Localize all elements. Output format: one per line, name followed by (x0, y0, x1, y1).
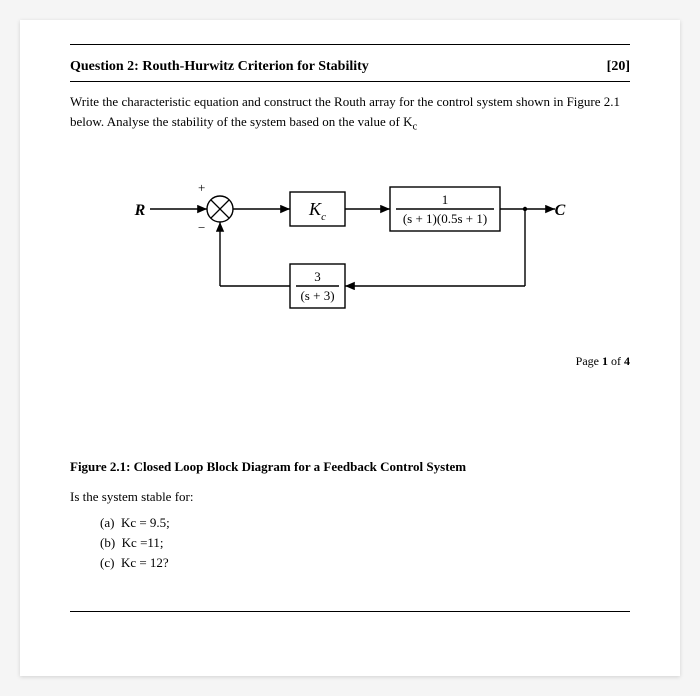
svg-text:(s + 3): (s + 3) (300, 288, 334, 303)
option-c: (c) Kc = 12? (100, 555, 630, 571)
question-header: Question 2: Routh-Hurwitz Criterion for … (70, 59, 630, 75)
svg-text:R: R (134, 202, 146, 219)
document-page: Question 2: Routh-Hurwitz Criterion for … (20, 20, 680, 676)
question-title: Question 2: Routh-Hurwitz Criterion for … (70, 59, 369, 75)
question-marks: [20] (607, 59, 630, 75)
svg-text:1: 1 (442, 192, 449, 207)
svg-text:3: 3 (314, 269, 321, 284)
bottom-rule (70, 611, 630, 612)
instructions-main: Write the characteristic equation and co… (70, 94, 620, 129)
svg-text:C: C (555, 202, 566, 219)
svg-text:(s + 1)(0.5s + 1): (s + 1)(0.5s + 1) (403, 211, 487, 226)
instructions-sub: c (413, 120, 418, 132)
top-rule-1 (70, 44, 630, 45)
figure-caption: Figure 2.1: Closed Loop Block Diagram fo… (70, 459, 630, 475)
option-a: (a) Kc = 9.5; (100, 515, 630, 531)
block-diagram: + − R C Kc 1 (s + 1)(0.5s + 1) 3 (s + 3) (70, 164, 630, 334)
option-b: (b) Kc =11; (100, 535, 630, 551)
instructions-text: Write the characteristic equation and co… (70, 92, 630, 134)
stability-question: Is the system stable for: (70, 489, 630, 505)
page-indicator: Page 1 of 4 (70, 354, 630, 369)
svg-text:Kc: Kc (308, 199, 326, 223)
options-list: (a) Kc = 9.5; (b) Kc =11; (c) Kc = 12? (100, 515, 630, 571)
top-rule-2 (70, 81, 630, 82)
svg-text:+: + (198, 180, 205, 195)
svg-text:−: − (198, 220, 205, 235)
